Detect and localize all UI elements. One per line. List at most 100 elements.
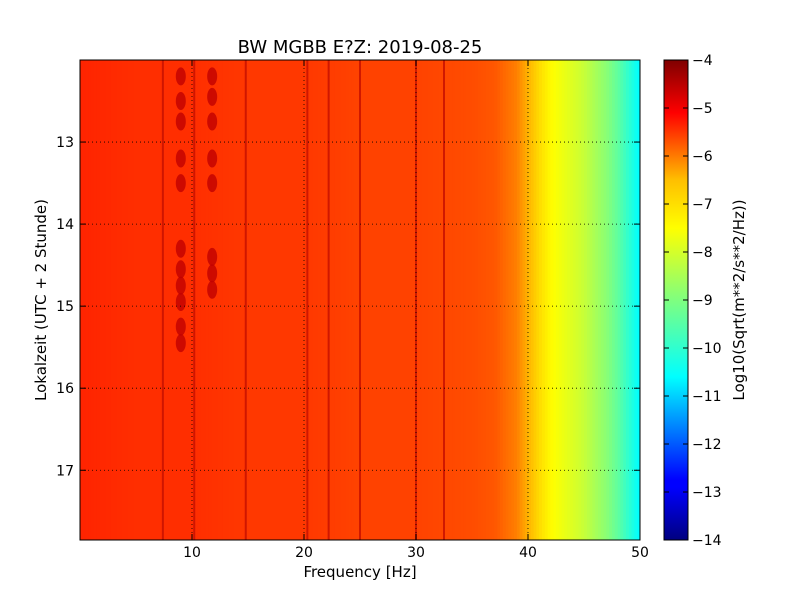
heatmap-column [248, 60, 252, 540]
plot-frame [79, 59, 641, 541]
heatmap-column [567, 60, 571, 540]
heatmap-column [407, 60, 411, 540]
heatmap-column [396, 60, 400, 540]
burst-mark [207, 67, 218, 86]
heatmap-column [374, 60, 378, 540]
heatmap-column [150, 60, 154, 540]
heatmap-column [82, 60, 87, 540]
heatmap-column [357, 60, 361, 540]
colorbar-tick-label: −14 [692, 533, 722, 549]
heatmap-column [217, 60, 221, 540]
spectral-line [193, 60, 196, 540]
y-tick-label: 15 [56, 299, 74, 315]
burst-mark [207, 247, 218, 266]
colorbar-tick-label: −11 [692, 389, 722, 405]
heatmap-column [332, 60, 336, 540]
heatmap-column [458, 60, 462, 540]
heatmap-column [253, 60, 257, 540]
heatmap-column [603, 60, 607, 540]
heatmap-column [346, 60, 350, 540]
heatmap-column [598, 60, 602, 540]
burst-mark [207, 280, 218, 299]
heatmap-column [497, 60, 501, 540]
heatmap-column [259, 60, 263, 540]
heatmap-column [222, 60, 227, 540]
heatmap-column [147, 60, 151, 540]
heatmap-column [256, 60, 260, 540]
colorbar-tick-label: −5 [692, 101, 713, 117]
heatmap-column [211, 60, 215, 540]
heatmap-column [270, 60, 274, 540]
heatmap-column [500, 60, 504, 540]
heatmap-column [189, 60, 193, 540]
heatmap-column [592, 60, 596, 540]
heatmap-column [214, 60, 218, 540]
heatmap-column [306, 60, 311, 540]
heatmap-column [102, 60, 106, 540]
heatmap-column [368, 60, 372, 540]
heatmap-column [516, 60, 521, 540]
heatmap-column [250, 60, 255, 540]
heatmap-column [166, 60, 171, 540]
heatmap-column [570, 60, 574, 540]
burst-mark [207, 112, 218, 131]
heatmap-column [382, 60, 386, 540]
heatmap-column [245, 60, 249, 540]
heatmap-column [113, 60, 117, 540]
heatmap-column [572, 60, 577, 540]
heatmap-column [595, 60, 599, 540]
spectral-line [244, 60, 247, 540]
heatmap-column [505, 60, 509, 540]
heatmap-column [418, 60, 423, 540]
heatmap-column [474, 60, 479, 540]
x-axis-label: Frequency [Hz] [303, 563, 416, 581]
spectral-line [359, 60, 361, 540]
x-tick-label: 40 [519, 545, 537, 561]
heatmap-column [169, 60, 173, 540]
heatmap-column [80, 60, 84, 540]
y-tick-label: 13 [56, 135, 74, 151]
heatmap-column [427, 60, 431, 540]
heatmap-column [564, 60, 568, 540]
heatmap-column [525, 60, 529, 540]
colorbar-label: Log10(Sqrt(m**2/s**2/Hz)) [730, 199, 748, 400]
heatmap-column [315, 60, 319, 540]
heatmap-column [323, 60, 327, 540]
heatmap-column [480, 60, 484, 540]
heatmap-column [155, 60, 159, 540]
heatmap-column [539, 60, 543, 540]
heatmap-bands [80, 60, 640, 540]
x-axis-ticks: 10 20 30 40 50 [183, 60, 649, 561]
heatmap-column [164, 60, 168, 540]
heatmap-column [424, 60, 428, 540]
grid-layer [80, 60, 640, 540]
heatmap-column [292, 60, 297, 540]
heatmap-column [393, 60, 397, 540]
heatmap-column [528, 60, 532, 540]
heatmap-column [242, 60, 246, 540]
heatmap-column [472, 60, 476, 540]
y-tick-label: 14 [56, 217, 74, 233]
heatmap-column [276, 60, 280, 540]
heatmap-column [273, 60, 277, 540]
heatmap-column [637, 60, 640, 540]
heatmap-column [298, 60, 302, 540]
heatmap-column [206, 60, 210, 540]
heatmap-column [463, 60, 467, 540]
burst-mark [175, 174, 186, 193]
heatmap-column [631, 60, 635, 540]
burst-mark [175, 317, 186, 336]
x-tick-label: 10 [183, 545, 201, 561]
burst-mark [175, 67, 186, 86]
heatmap-column [267, 60, 271, 540]
heatmap-column [550, 60, 554, 540]
heatmap-column [449, 60, 453, 540]
heatmap-column [556, 60, 560, 540]
heatmap-column [399, 60, 403, 540]
heatmap-column [376, 60, 381, 540]
heatmap-column [194, 60, 199, 540]
heatmap-column [337, 60, 341, 540]
heatmap-column [421, 60, 425, 540]
heatmap-column [225, 60, 229, 540]
burst-mark [175, 112, 186, 131]
